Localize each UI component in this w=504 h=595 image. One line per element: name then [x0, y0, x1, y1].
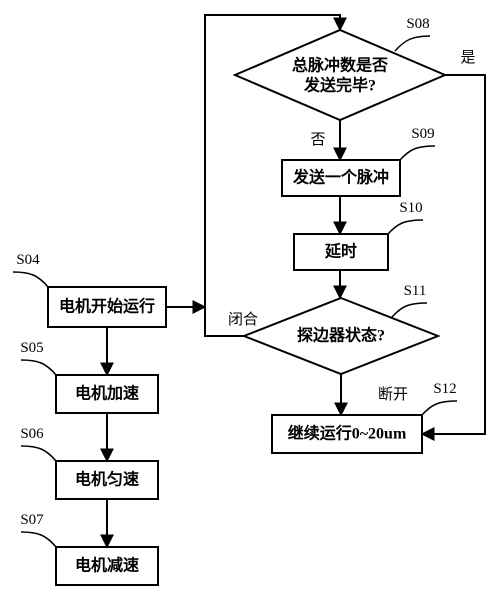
label-line-s05: [21, 360, 56, 375]
label-s05: S05: [20, 340, 43, 356]
label-line-s12: [422, 401, 457, 415]
label-s07: S07: [20, 512, 44, 528]
node-s06-text: 电机匀速: [75, 470, 139, 489]
node-s11-text: 探边器状态?: [297, 326, 385, 345]
node-s05-text: 电机加速: [75, 384, 139, 403]
node-s04-text: 电机开始运行: [59, 297, 155, 316]
node-s10-text: 延时: [324, 242, 357, 261]
node-s10: 延时: [294, 234, 388, 270]
node-s09: 发送一个脉冲: [282, 160, 400, 196]
node-s07-text: 电机减速: [75, 556, 139, 575]
node-s05: 电机加速: [56, 375, 158, 413]
flowchart-canvas: 电机开始运行 S04 电机加速 S05 电机匀速 S06 电机减速 S07 总脉…: [0, 0, 504, 595]
node-s12: 继续运行0~20um: [272, 415, 422, 453]
label-line-s09: [400, 146, 435, 160]
label-line-s08: [395, 36, 430, 51]
edge-label-yes: 是: [460, 50, 475, 66]
label-s10: S10: [399, 200, 422, 216]
node-s11: 探边器状态?: [244, 298, 438, 374]
label-line-s06: [21, 446, 56, 461]
label-line-s07: [21, 532, 56, 547]
node-s09-text: 发送一个脉冲: [292, 168, 389, 187]
node-s04: 电机开始运行: [48, 287, 166, 327]
node-s08: 总脉冲数是否 发送完毕?: [235, 30, 445, 120]
node-s07: 电机减速: [56, 547, 158, 585]
label-s09: S09: [411, 126, 434, 142]
label-s08: S08: [406, 16, 429, 32]
node-s08-text2: 发送完毕?: [303, 76, 376, 95]
label-line-s11: [392, 303, 427, 317]
label-s12: S12: [433, 381, 456, 397]
edge-label-open: 断开: [378, 386, 408, 403]
edge-label-closed: 闭合: [228, 311, 258, 328]
label-s11: S11: [404, 283, 427, 299]
node-s12-text: 继续运行0~20um: [288, 424, 407, 443]
label-s06: S06: [20, 426, 44, 442]
edge-label-no: 否: [310, 132, 325, 148]
node-s06: 电机匀速: [56, 461, 158, 499]
label-line-s04: [13, 272, 48, 287]
node-s08-text1: 总脉冲数是否: [292, 56, 388, 75]
label-line-s10: [388, 220, 423, 234]
label-s04: S04: [16, 252, 40, 268]
